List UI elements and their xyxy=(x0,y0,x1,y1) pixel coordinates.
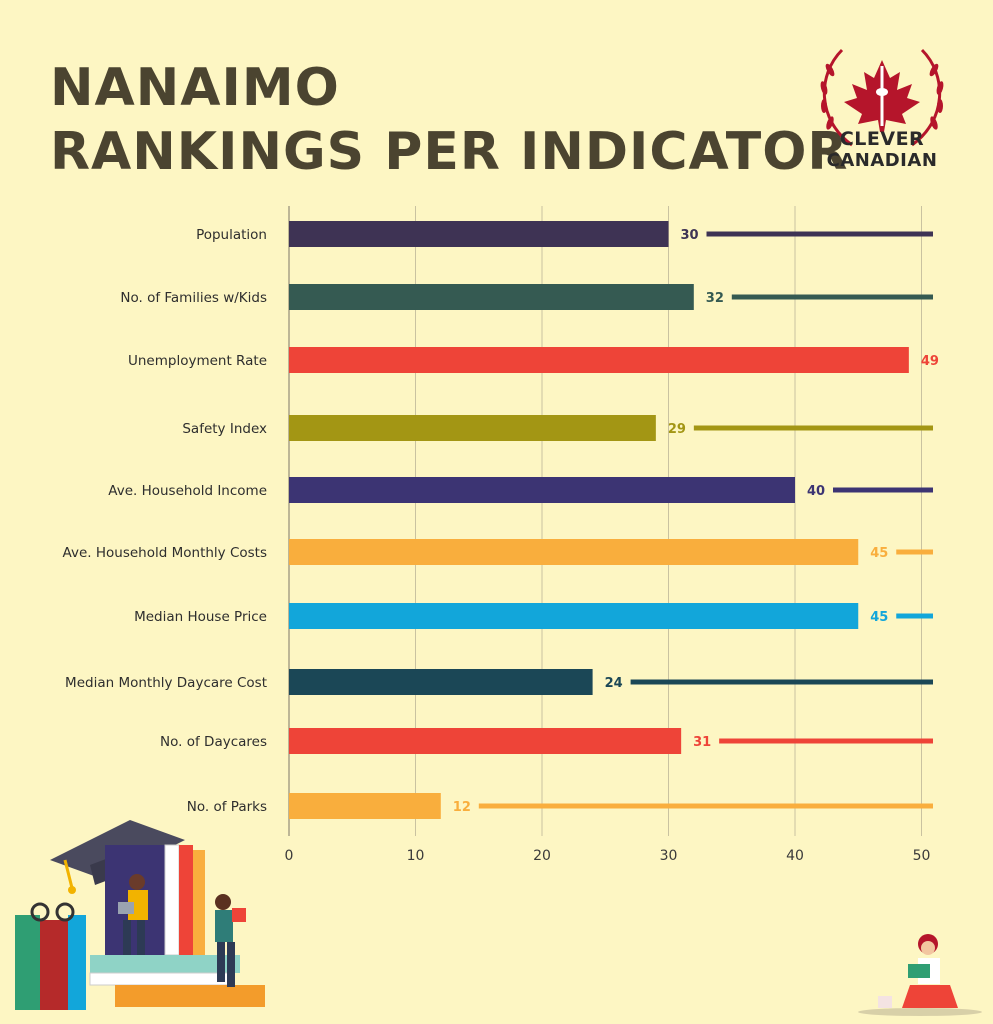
value-label: 45 xyxy=(870,610,888,625)
x-tick-label: 10 xyxy=(407,848,425,864)
chart-title: NANAIMO RANKINGS PER INDICATOR xyxy=(50,56,848,184)
bar xyxy=(289,793,441,819)
bar xyxy=(289,221,669,247)
value-label: 29 xyxy=(668,422,686,437)
x-tick-label: 50 xyxy=(913,848,931,864)
bar xyxy=(289,477,795,503)
category-label: No. of Daycares xyxy=(160,734,267,750)
bar xyxy=(289,347,909,373)
reading-girl-illustration xyxy=(858,934,982,1016)
logo-text-canadian: CANADIAN xyxy=(826,150,938,171)
books-students-illustration xyxy=(15,820,265,1010)
title-line-1: NANAIMO xyxy=(50,58,340,118)
x-tick-label: 0 xyxy=(285,848,294,864)
category-label: Median Monthly Daycare Cost xyxy=(65,675,267,691)
title-line-2: RANKINGS PER INDICATOR xyxy=(50,122,849,182)
category-label: Population xyxy=(196,227,267,243)
x-tick-label: 20 xyxy=(533,848,551,864)
category-label: No. of Families w/Kids xyxy=(120,290,267,306)
value-label: 30 xyxy=(681,228,699,243)
bar xyxy=(289,728,682,754)
category-label: Ave. Household Income xyxy=(108,483,267,499)
category-label: Unemployment Rate xyxy=(128,353,267,369)
value-label: 12 xyxy=(453,800,471,815)
value-label: 31 xyxy=(693,735,711,750)
x-tick-label: 30 xyxy=(660,848,678,864)
category-label: No. of Parks xyxy=(187,799,267,815)
bar xyxy=(289,669,593,695)
maple-leaf-tower-icon xyxy=(820,48,944,147)
category-label: Ave. Household Monthly Costs xyxy=(63,545,267,561)
category-label: Median House Price xyxy=(134,609,267,625)
bar xyxy=(289,539,859,565)
value-label: 45 xyxy=(870,546,888,561)
bar xyxy=(289,284,694,310)
value-label: 40 xyxy=(807,484,825,499)
x-tick-label: 40 xyxy=(786,848,804,864)
value-label: 32 xyxy=(706,291,724,306)
category-label: Safety Index xyxy=(182,421,267,437)
bar xyxy=(289,603,859,629)
value-label: 24 xyxy=(605,676,623,691)
logo-text-clever: CLEVER xyxy=(839,128,925,150)
value-label: 49 xyxy=(921,354,939,369)
bar xyxy=(289,415,656,441)
